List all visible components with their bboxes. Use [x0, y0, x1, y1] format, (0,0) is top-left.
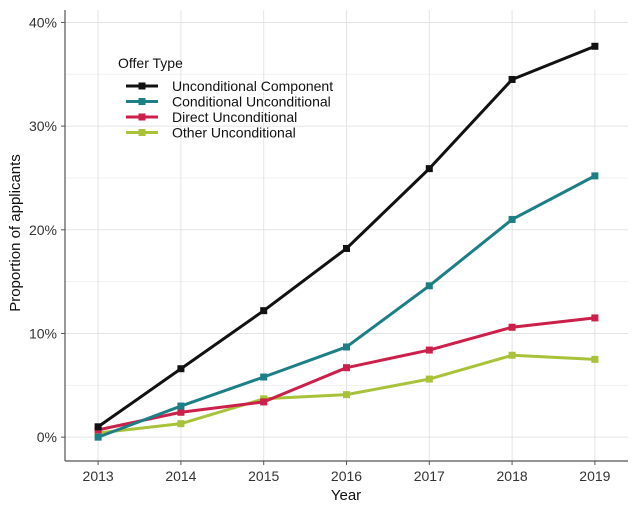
x-tick-label: 2014 — [165, 468, 196, 484]
x-tick-label: 2015 — [248, 468, 279, 484]
data-point — [343, 244, 350, 252]
legend-swatch-marker — [138, 98, 146, 105]
data-point — [508, 351, 516, 359]
data-point — [425, 375, 433, 383]
legend-swatch-marker — [138, 82, 146, 90]
legend-label: Conditional Unconditional — [172, 94, 331, 110]
data-point — [425, 346, 433, 354]
data-point — [177, 402, 185, 410]
data-point — [343, 343, 350, 351]
legend-swatch-marker — [138, 129, 146, 136]
legend-item: Direct Unconditional — [126, 109, 297, 125]
data-point — [260, 373, 268, 381]
y-tick-label: 40% — [29, 14, 57, 30]
data-point — [508, 215, 516, 223]
y-tick-label: 10% — [29, 325, 57, 341]
data-point — [260, 398, 268, 406]
data-point — [177, 365, 185, 373]
data-point — [94, 433, 102, 441]
legend-title: Offer Type — [118, 55, 183, 71]
data-point — [508, 75, 516, 83]
data-point — [177, 420, 185, 428]
series-unconditional-component — [94, 42, 599, 431]
data-point — [343, 391, 350, 399]
legend-label: Unconditional Component — [172, 78, 333, 94]
data-point — [591, 172, 599, 180]
x-tick-label: 2013 — [83, 468, 114, 484]
x-tick-label: 2018 — [497, 468, 528, 484]
data-point — [425, 165, 433, 173]
x-axis-title: Year — [331, 487, 361, 504]
legend: Offer Type Unconditional ComponentCondit… — [118, 55, 333, 141]
legend-item: Conditional Unconditional — [126, 94, 331, 110]
data-point — [343, 364, 350, 372]
data-point — [591, 314, 599, 322]
x-tick-label: 2016 — [331, 468, 362, 484]
data-point — [177, 408, 185, 416]
series-conditional-unconditional — [94, 172, 599, 441]
data-point — [94, 423, 102, 431]
legend-item: Other Unconditional — [126, 125, 296, 141]
x-tick-label: 2017 — [414, 468, 445, 484]
x-tick-label: 2019 — [579, 468, 610, 484]
y-axis-title: Proportion of applicants — [7, 154, 24, 312]
grid-lines — [65, 10, 628, 461]
data-point — [591, 42, 599, 50]
y-tick-label: 30% — [29, 118, 57, 134]
y-tick-label: 20% — [29, 222, 57, 238]
data-point — [260, 307, 268, 315]
data-point — [591, 355, 599, 363]
axes — [61, 10, 628, 465]
y-tick-label: 0% — [37, 429, 57, 445]
legend-item: Unconditional Component — [126, 78, 333, 94]
legend-label: Other Unconditional — [172, 125, 296, 141]
data-point — [508, 323, 516, 331]
legend-swatch-marker — [138, 113, 146, 121]
series-lines — [94, 42, 599, 441]
legend-label: Direct Unconditional — [172, 109, 297, 125]
data-point — [425, 282, 433, 290]
tick-labels: 0% 10% 20% 30% 40% 2013 2014 2015 2016 2017 2018 20… — [29, 14, 611, 484]
